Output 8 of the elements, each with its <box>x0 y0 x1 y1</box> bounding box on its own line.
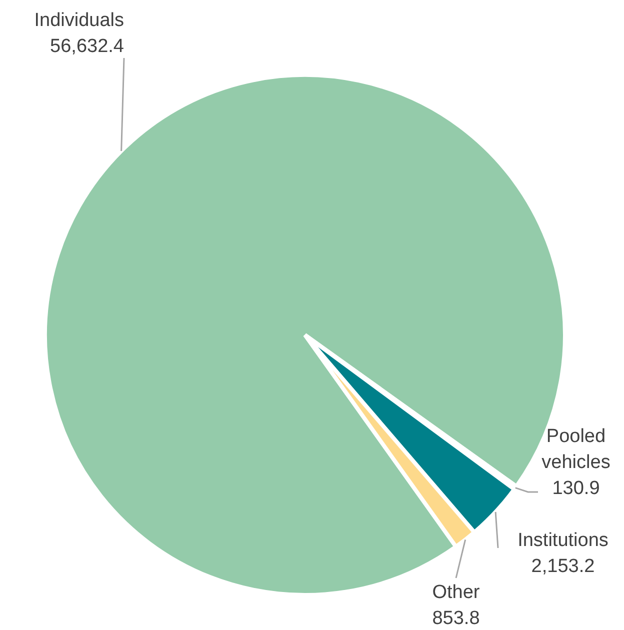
slice-label: Institutions <box>518 530 608 551</box>
data-label: 56,632.4 <box>50 36 124 57</box>
slice-label: Individuals <box>34 10 124 31</box>
data-label: 130.9 <box>552 478 600 499</box>
slice-label: Pooled vehicles <box>542 426 610 473</box>
slice-label: Other <box>432 582 480 603</box>
data-label: 853.8 <box>432 608 480 629</box>
data-label: 2,153.2 <box>531 556 595 577</box>
